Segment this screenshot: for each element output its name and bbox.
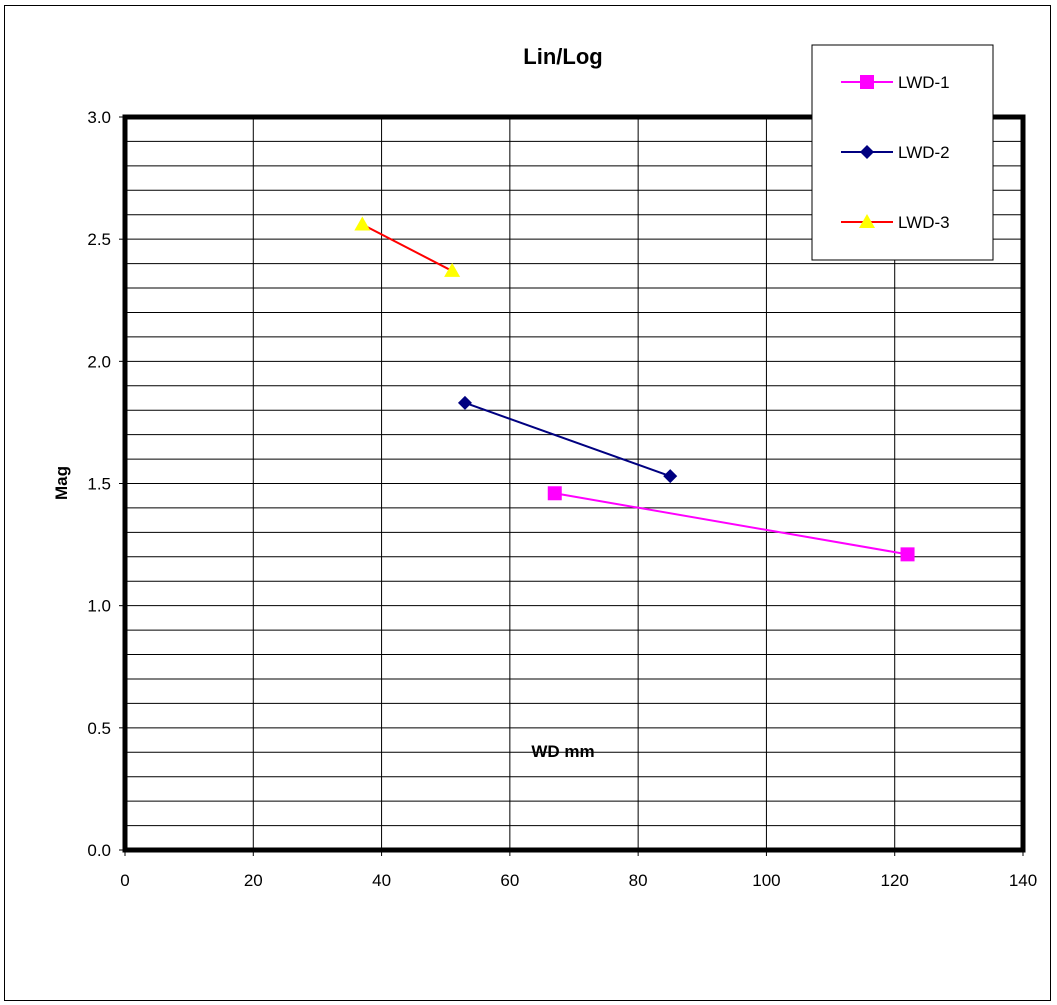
chart-title: Lin/Log bbox=[523, 44, 602, 69]
data-point bbox=[547, 486, 562, 501]
legend-marker bbox=[860, 145, 874, 159]
data-point bbox=[457, 395, 472, 410]
legend: LWD-1 LWD-2 LWD-3 bbox=[811, 44, 994, 261]
y-tick-label: 2.5 bbox=[87, 230, 111, 249]
y-tick-label: 0.0 bbox=[87, 841, 111, 860]
series-LWD-3 bbox=[354, 216, 461, 277]
tick-labels: 0 20 40 60 80 100 120 140 0.0 0.5 1.0 1.5 2.0 2.5 3.0 bbox=[87, 108, 1037, 890]
data-point bbox=[900, 547, 915, 562]
x-tick-label: 140 bbox=[1009, 871, 1037, 890]
legend-label: LWD-3 bbox=[898, 213, 950, 232]
series-LWD-2 bbox=[457, 395, 678, 484]
x-tick-label: 120 bbox=[881, 871, 909, 890]
data-point bbox=[354, 216, 371, 231]
series-line bbox=[464, 401, 671, 478]
series-LWD-1 bbox=[547, 486, 915, 562]
data-point bbox=[444, 262, 461, 277]
legend-label: LWD-1 bbox=[898, 73, 950, 92]
y-tick-label: 1.0 bbox=[87, 597, 111, 616]
y-tick-label: 0.5 bbox=[87, 719, 111, 738]
x-axis-label: WD mm bbox=[531, 742, 594, 761]
series-layer bbox=[354, 216, 915, 562]
y-tick-label: 1.5 bbox=[87, 475, 111, 494]
x-tick-label: 40 bbox=[372, 871, 391, 890]
legend-label: LWD-2 bbox=[898, 143, 950, 162]
y-tick-label: 2.0 bbox=[87, 352, 111, 371]
x-tick-label: 60 bbox=[500, 871, 519, 890]
series-line bbox=[361, 223, 453, 272]
y-axis-label: Mag bbox=[52, 466, 71, 500]
x-tick-label: 0 bbox=[120, 871, 129, 890]
x-tick-label: 80 bbox=[629, 871, 648, 890]
legend-marker bbox=[859, 214, 875, 228]
grid bbox=[125, 117, 1023, 850]
x-tick-label: 100 bbox=[752, 871, 780, 890]
data-point bbox=[663, 469, 678, 484]
legend-marker bbox=[860, 75, 874, 89]
y-tick-label: 3.0 bbox=[87, 108, 111, 127]
series-line bbox=[554, 492, 908, 556]
x-tick-label: 20 bbox=[244, 871, 263, 890]
